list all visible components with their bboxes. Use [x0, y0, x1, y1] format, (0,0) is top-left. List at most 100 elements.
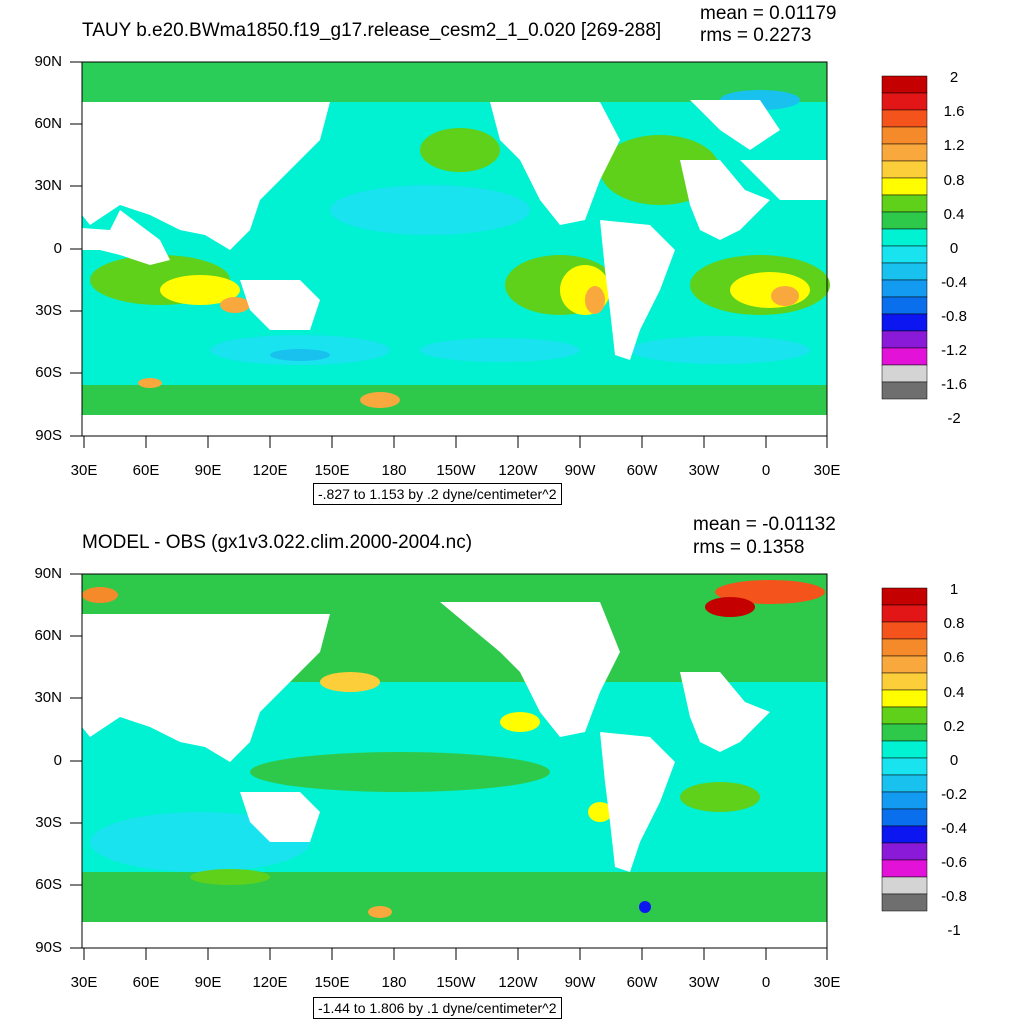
colorbar-swatch [881, 791, 928, 810]
colorbar-swatch [881, 672, 928, 691]
lon-label: 0 [761, 974, 771, 991]
mean-value: mean = 0.01179 [700, 3, 837, 24]
colorbar-label: 2 [949, 69, 959, 86]
lat-label: 60N [34, 627, 62, 644]
colorbar-swatch [881, 160, 928, 179]
colorbar-swatch [881, 893, 928, 912]
colorbar-swatch [881, 740, 928, 759]
colorbar-swatch [881, 876, 928, 895]
colorbar-swatch [881, 75, 928, 94]
colorbar-label: 0.8 [943, 615, 965, 632]
lat-label: 90S [35, 939, 62, 956]
colorbar-swatch [881, 774, 928, 793]
colorbar-label: -2 [947, 410, 961, 427]
colorbar-label: -1.2 [941, 342, 967, 359]
lon-label: 60W [626, 974, 658, 991]
mean-value: mean = -0.01132 [693, 514, 836, 535]
lon-label: 30E [813, 462, 841, 479]
colorbar-label: -0.4 [941, 274, 967, 291]
lon-label: 150E [314, 462, 350, 479]
colorbar-swatch [881, 587, 928, 606]
lat-label: 90N [34, 565, 62, 582]
colorbar-label: 0.4 [943, 684, 965, 701]
lon-label: 30W [688, 462, 720, 479]
lon-label: 30E [70, 462, 98, 479]
colorbar-swatch [881, 689, 928, 708]
colorbar-swatch [881, 757, 928, 776]
colorbar-swatch [881, 808, 928, 827]
colorbar-label: 0.6 [943, 649, 965, 666]
colorbar-swatch [881, 330, 928, 349]
lon-label: 60E [132, 974, 160, 991]
colorbar-swatch [881, 228, 928, 247]
colorbar-label: -0.8 [941, 888, 967, 905]
colorbar-swatch [881, 194, 928, 213]
panel-diff: MODEL - OBS (gx1v3.022.clim.2000-2004.nc… [0, 512, 1024, 1024]
lat-label: 60S [35, 364, 62, 381]
colorbar-diff [881, 587, 928, 912]
colorbar-swatch [881, 706, 928, 725]
colorbar-swatch [881, 109, 928, 128]
colorbar-swatch [881, 313, 928, 332]
lat-label: 0 [53, 240, 62, 257]
lat-label: 90S [35, 427, 62, 444]
lat-label: 30N [34, 689, 62, 706]
lat-label: 60N [34, 115, 62, 132]
lon-label: 90W [564, 462, 596, 479]
contour-range: -.827 to 1.153 by .2 dyne/centimeter^2 [313, 483, 562, 505]
colorbar-swatch [881, 621, 928, 640]
lon-label: 60W [626, 462, 658, 479]
panel-title: MODEL - OBS (gx1v3.022.clim.2000-2004.nc… [82, 532, 473, 553]
colorbar-swatch [881, 638, 928, 657]
colorbar-swatch [881, 825, 928, 844]
lon-label: 150W [436, 974, 476, 991]
colorbar-swatch [881, 364, 928, 383]
lat-label: 30N [34, 177, 62, 194]
lon-label: 60E [132, 462, 160, 479]
colorbar-swatch [881, 859, 928, 878]
contour-range: -1.44 to 1.806 by .1 dyne/centimeter^2 [313, 997, 562, 1019]
colorbar-label: -0.2 [941, 786, 967, 803]
colorbar-swatch [881, 604, 928, 623]
colorbar-label: -1 [947, 922, 961, 939]
lon-label: 120E [252, 974, 288, 991]
lat-label: 90N [34, 53, 62, 70]
colorbar-tauy [881, 75, 928, 400]
lon-label: 90W [564, 974, 596, 991]
lon-label: 30E [813, 974, 841, 991]
colorbar-swatch [881, 143, 928, 162]
lat-label: 60S [35, 876, 62, 893]
rms-value: rms = 0.2273 [700, 25, 812, 46]
panel-title: TAUY b.e20.BWma1850.f19_g17.release_cesm… [82, 20, 662, 41]
lon-label: 120W [498, 462, 538, 479]
rms-value: rms = 0.1358 [693, 537, 805, 558]
colorbar-swatch [881, 655, 928, 674]
colorbar-swatch [881, 842, 928, 861]
colorbar-label: -0.8 [941, 308, 967, 325]
colorbar-label: -1.6 [941, 376, 967, 393]
colorbar-label: 1.2 [943, 137, 965, 154]
lon-label: 30E [70, 974, 98, 991]
lat-label: 30S [35, 814, 62, 831]
panel-tauy: TAUY b.e20.BWma1850.f19_g17.release_cesm… [34, 3, 967, 505]
colorbar-swatch [881, 92, 928, 111]
lon-label: 180 [381, 462, 407, 479]
colorbar-swatch [881, 296, 928, 315]
lon-label: 150W [436, 462, 476, 479]
colorbar-label: 0.8 [943, 172, 965, 189]
colorbar-label: 0 [949, 752, 959, 769]
lon-label: 180 [381, 974, 407, 991]
colorbar-swatch [881, 177, 928, 196]
colorbar-label: -0.4 [941, 820, 967, 837]
colorbar-label: 0.4 [943, 206, 965, 223]
colorbar-label: -0.6 [941, 854, 967, 871]
lon-label: 120E [252, 462, 288, 479]
colorbar-swatch [881, 381, 928, 400]
colorbar-swatch [881, 211, 928, 230]
colorbar-swatch [881, 279, 928, 298]
lon-label: 90E [194, 462, 222, 479]
colorbar-label: 1.6 [943, 103, 965, 120]
lon-label: 0 [761, 462, 771, 479]
colorbar-swatch [881, 262, 928, 281]
lon-label: 120W [498, 974, 538, 991]
